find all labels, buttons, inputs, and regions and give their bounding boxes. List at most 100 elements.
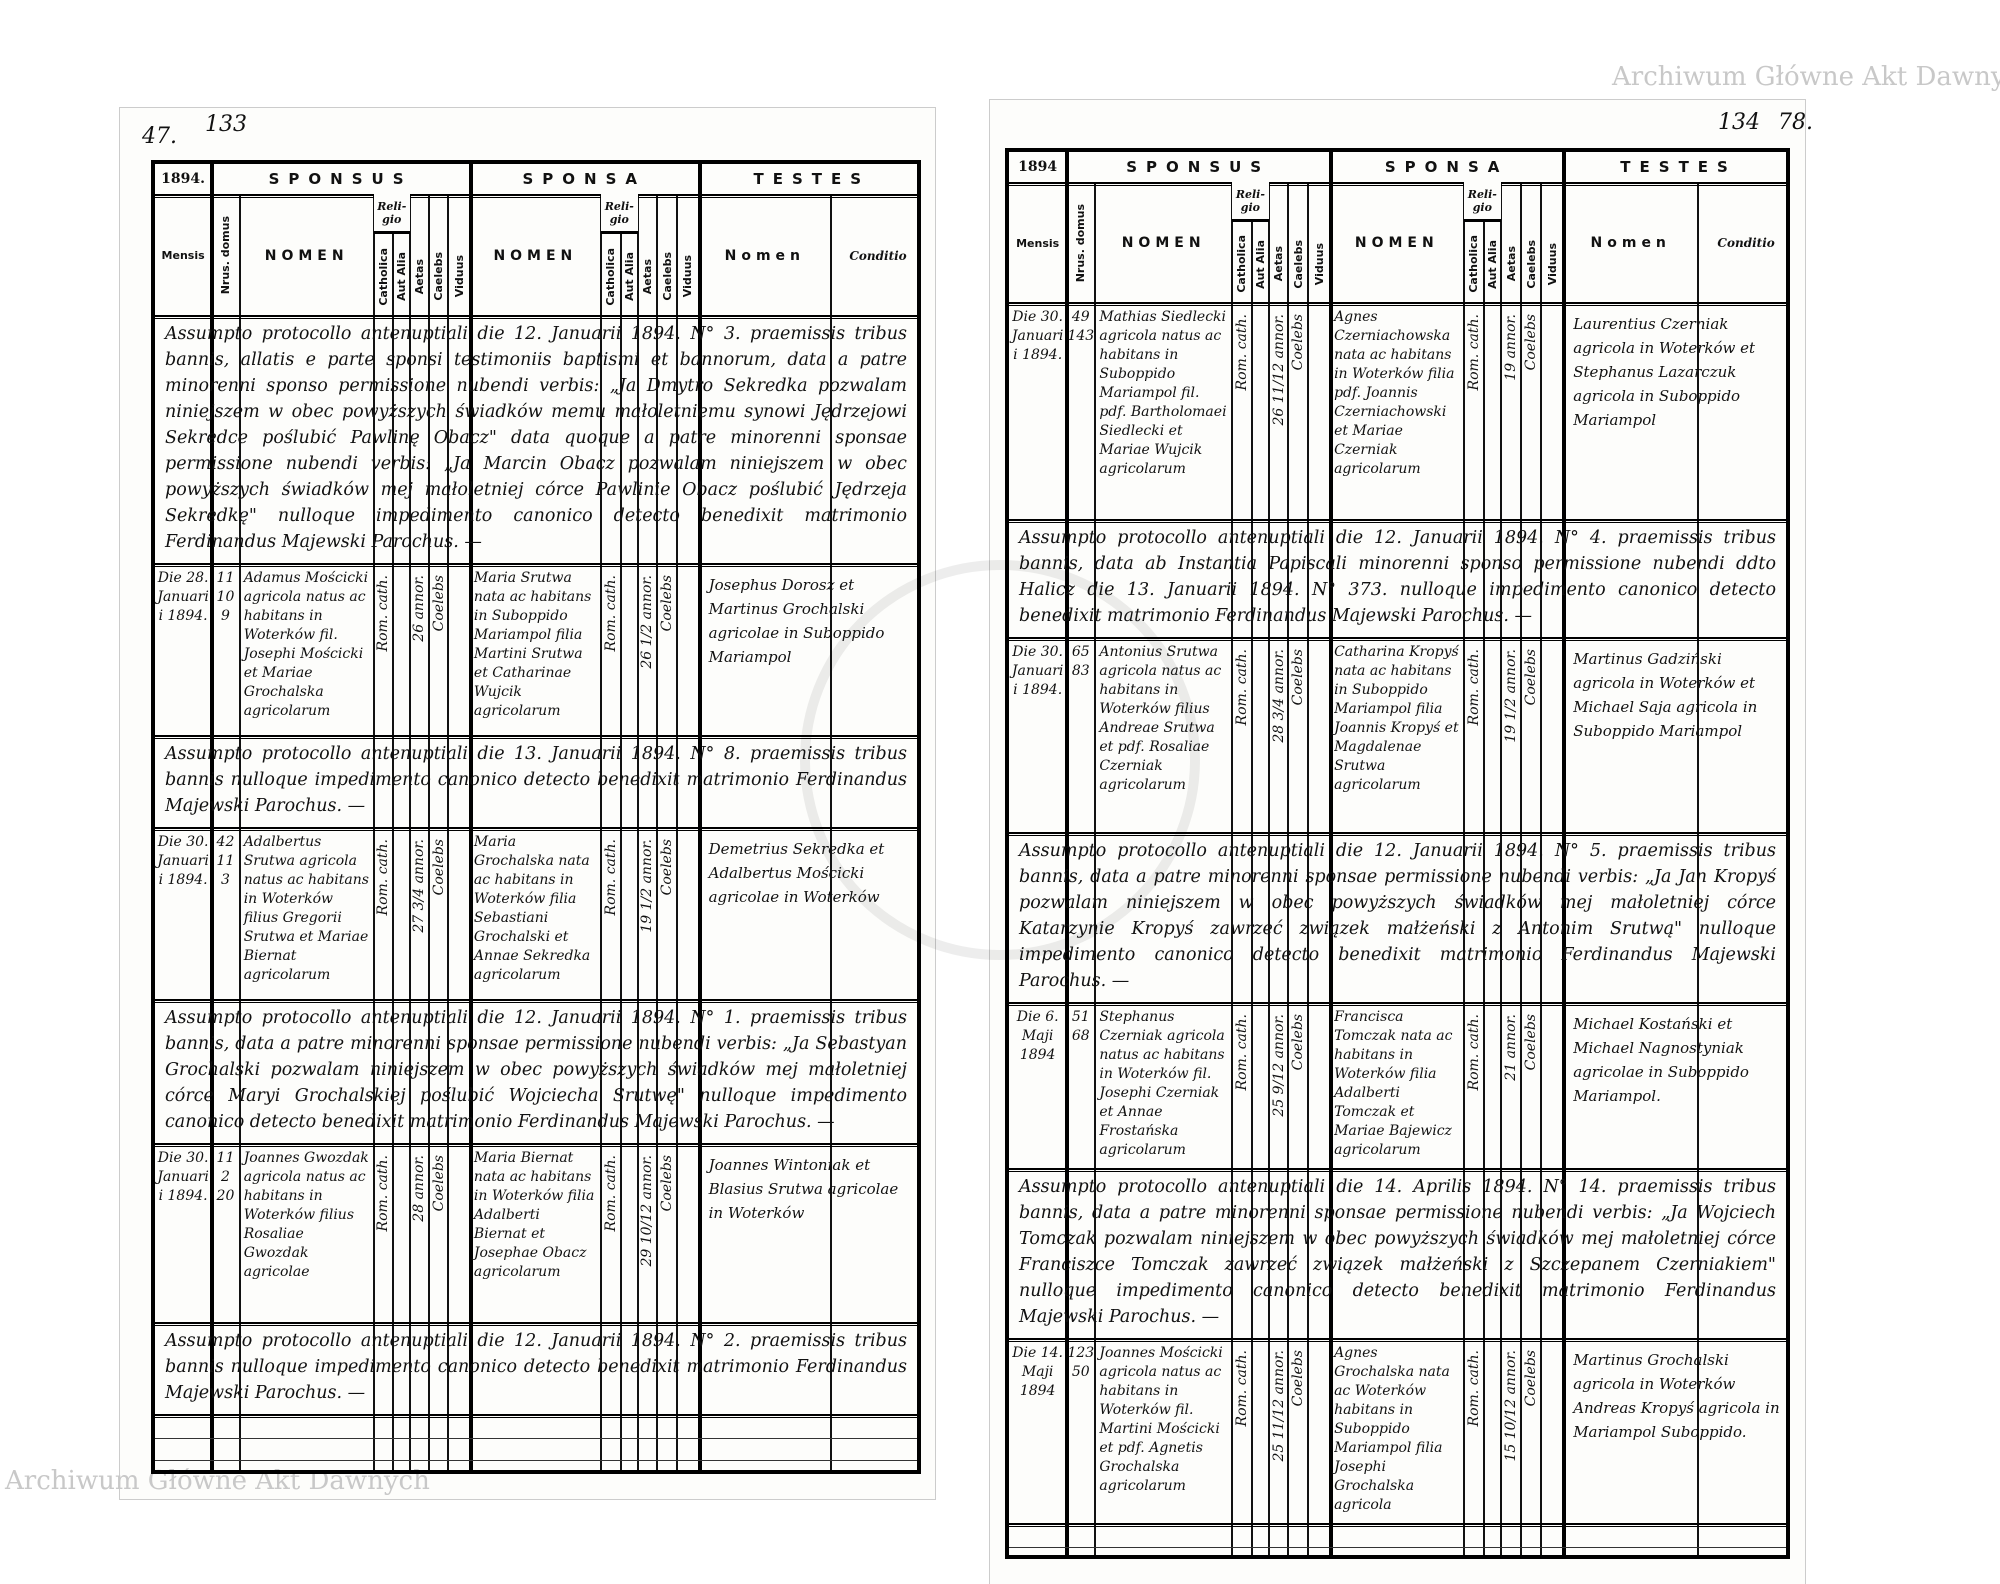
page-number-right: 78. xyxy=(1778,110,1813,135)
column-divider xyxy=(447,194,450,1470)
entry-sponsus-religion: Rom. cath. xyxy=(1233,314,1250,391)
entry-witnesses: Laurentius Czerniak agricola in Woterków… xyxy=(1573,315,1756,429)
entry-sponsa-age: 15 10/12 annor. xyxy=(1503,1350,1519,1462)
column-divider xyxy=(619,194,622,1470)
entry-sponsa-name: Agnes Grochalska nata ac Woterków habita… xyxy=(1334,1345,1450,1513)
entry-sponsus-status: Coelebs xyxy=(1290,1350,1307,1407)
column-divider xyxy=(210,164,215,1470)
entry-sponsa-status: Coelebs xyxy=(659,839,676,896)
house-number: 109 xyxy=(216,589,235,624)
header-nrus-domus: Nrus. domus xyxy=(1074,203,1088,283)
entry-sponsus-status-cell: Coelebs xyxy=(1288,304,1308,521)
entry-sponsus-status-cell: Coelebs xyxy=(1288,1004,1308,1170)
entry-sponsa-age: 19 annor. xyxy=(1503,314,1519,381)
marriage-note: Assumpto protocollo antenuptiali die 13.… xyxy=(165,744,907,816)
column-divider xyxy=(1540,182,1543,1555)
marriage-note: Assumpto protocollo antenuptiali die 12.… xyxy=(165,1331,907,1403)
header-sponsus-viduus: Viduus xyxy=(1312,242,1326,286)
column-divider xyxy=(1482,182,1485,1555)
house-number: 49 xyxy=(1071,309,1090,325)
header-sponsa-nomen: NOMEN xyxy=(1354,235,1439,251)
entry-sponsus-status: Coelebs xyxy=(1290,1014,1307,1071)
header-sponsa-catholica: Catholica xyxy=(1467,235,1481,293)
entry-date: Die 30. Januarii 1894. xyxy=(1011,644,1064,698)
entry-sponsa-religion: Rom. cath. xyxy=(1465,1014,1482,1091)
entry-house-numbers: 49 143 xyxy=(1066,304,1095,521)
register-table: 1894 SPONSUS SPONSA TESTES Mensis Nrus. domus… xyxy=(1005,148,1790,1559)
entry-sponsus-religion-cell: Rom. cath. xyxy=(374,829,393,1001)
entry-sponsa-age-cell: 26 1/2 annor. xyxy=(638,565,657,737)
marriage-note: Assumpto protocollo antenuptiali die 12.… xyxy=(165,324,907,552)
entry-sponsa-status: Coelebs xyxy=(1523,314,1540,371)
column-divider xyxy=(1562,152,1567,1555)
entry-sponsus-age-cell: 26 annor. xyxy=(410,565,429,737)
header-sponsus-religio: Reli-gio xyxy=(1231,182,1269,222)
archive-seal-watermark xyxy=(800,560,1200,960)
entry-witnesses: Michael Kostański et Michael Nagnostynia… xyxy=(1573,1015,1749,1105)
entry-date: Die 28. Januarii 1894. xyxy=(157,570,209,624)
marriage-entry: Die 14. Maji 1894 123 50 Joannes Mościcki a… xyxy=(1009,1340,1786,1525)
entry-sponsus-name: Joannes Mościcki agricola natus ac habit… xyxy=(1099,1345,1223,1494)
entry-sponsus-age: 25 9/12 annor. xyxy=(1270,1014,1287,1117)
entry-sponsus-religion-cell: Rom. cath. xyxy=(1232,639,1252,834)
entry-witnesses: Demetrius Sekredka et Adalbertus Mościck… xyxy=(708,840,885,906)
header-sponsus-aetas-cell: Aetas xyxy=(1269,224,1289,304)
entry-sponsa-age-cell: 29 10/12 annor. xyxy=(638,1145,657,1324)
house-number: 143 xyxy=(1067,328,1095,344)
entry-sponsus-age: 27 3/4 annor. xyxy=(411,839,428,933)
header-sponsus-aetas-cell: Aetas xyxy=(410,236,429,317)
entry-sponsa-religion-cell: Rom. cath. xyxy=(1464,1340,1484,1525)
header-testes-conditio: Conditio xyxy=(849,248,907,263)
column-divider xyxy=(676,194,679,1470)
entry-sponsus-age: 26 11/12 annor. xyxy=(1270,314,1287,426)
marriage-note: Assumpto protocollo antenuptiali die 12.… xyxy=(1019,528,1776,626)
entry-sponsus-status-cell: Coelebs xyxy=(429,565,448,737)
column-divider xyxy=(830,194,833,1470)
entry-sponsa-status-cell: Coelebs xyxy=(657,565,677,737)
entry-sponsus-religion: Rom. cath. xyxy=(1233,649,1250,726)
entry-sponsa-status: Coelebs xyxy=(1523,649,1540,706)
entry-sponsus-religion-cell: Rom. cath. xyxy=(374,1145,393,1324)
entry-sponsa-name: Maria Grochalska nata ac habitans in Wot… xyxy=(473,834,591,983)
entry-sponsa-age-cell: 15 10/12 annor. xyxy=(1501,1340,1521,1525)
header-testes: TESTES xyxy=(753,170,871,188)
column-divider xyxy=(1307,182,1310,1555)
entry-sponsa-religion-cell: Rom. cath. xyxy=(601,565,621,737)
entry-sponsus-age: 28 3/4 annor. xyxy=(1270,649,1287,743)
header-divider xyxy=(1009,182,1786,186)
entry-sponsus-age-cell: 25 9/12 annor. xyxy=(1269,1004,1289,1170)
header-sponsus-aetas: Aetas xyxy=(1272,246,1286,282)
entry-sponsa-status: Coelebs xyxy=(1523,1350,1540,1407)
entry-sponsa-status-cell: Coelebs xyxy=(657,1145,677,1324)
entry-sponsus-age: 26 annor. xyxy=(411,575,428,642)
entry-house-numbers: 123 50 xyxy=(1066,1340,1095,1525)
entry-sponsa-age-cell: 19 1/2 annor. xyxy=(1501,639,1521,834)
marriage-entry: Die 30. Januarii 1894. 49 143 Mathias Siedl… xyxy=(1009,304,1786,521)
header-sponsa-aut_alia-cell: Aut Alia xyxy=(1484,224,1501,304)
entry-sponsus-age: 28 annor. xyxy=(411,1155,428,1222)
entry-witnesses: Martinus Grochalski agricola in Woterków… xyxy=(1573,1351,1780,1441)
marriage-entry: Die 28. Januarii 1894. 11 109 Adamus Mościc… xyxy=(155,565,917,737)
column-divider xyxy=(636,194,639,1470)
entry-sponsus-age-cell: 26 11/12 annor. xyxy=(1269,304,1289,521)
entry-sponsus-religion-cell: Rom. cath. xyxy=(1232,304,1252,521)
header-sponsa-caelebs: Caelebs xyxy=(1524,239,1538,289)
archive-number-left: 133 xyxy=(205,112,247,137)
header-sponsa-catholica: Catholica xyxy=(604,247,618,306)
header-sponsa-caelebs: Caelebs xyxy=(660,252,674,301)
header-sponsa-viduus-cell: Viduus xyxy=(677,236,699,317)
entry-sponsus-religion: Rom. cath. xyxy=(1233,1014,1250,1091)
header-sponsa-aetas: Aetas xyxy=(640,258,654,295)
register-table: 1894. SPONSUS SPONSA TESTES Mensis Nrus. domu… xyxy=(151,160,921,1474)
header-sponsus-caelebs: Caelebs xyxy=(432,252,446,301)
entry-sponsus-status-cell: Coelebs xyxy=(1288,639,1308,834)
header-sponsus-caelebs-cell: Caelebs xyxy=(1288,224,1308,304)
header-sponsa-aut_alia: Aut Alia xyxy=(1486,239,1500,289)
row-divider xyxy=(1009,832,1786,836)
entry-sponsus-religion: Rom. cath. xyxy=(1233,1350,1250,1427)
entry-sponsa-religion-cell: Rom. cath. xyxy=(1464,1004,1484,1170)
header-sponsus-catholica-cell: Catholica xyxy=(1232,224,1252,304)
marriage-note: Assumpto protocollo antenuptiali die 14.… xyxy=(1019,1177,1776,1327)
house-number: 50 xyxy=(1071,1364,1090,1380)
entry-sponsa-name: Catharina Kropyś nata ac habitans in Sub… xyxy=(1334,644,1459,793)
